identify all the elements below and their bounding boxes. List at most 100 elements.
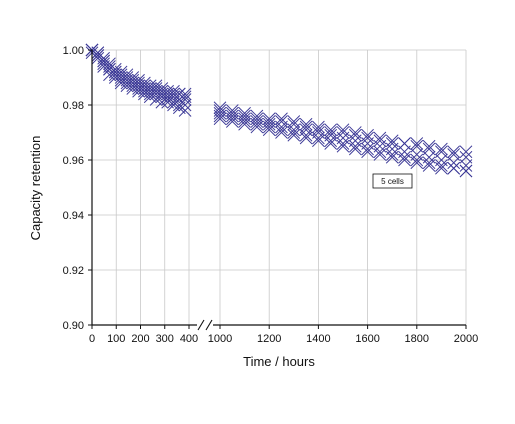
data-point xyxy=(336,139,350,153)
data-point xyxy=(410,156,424,170)
data-point xyxy=(361,128,374,142)
x-tick-label: 300 xyxy=(156,333,174,345)
data-point xyxy=(447,156,461,170)
y-tick-label: 1.00 xyxy=(63,45,84,57)
data-point xyxy=(238,106,251,120)
data-point xyxy=(373,134,387,148)
data-point xyxy=(213,106,227,120)
data-point xyxy=(459,159,473,172)
data-point xyxy=(155,95,169,109)
x-tick-label: 1800 xyxy=(405,333,429,345)
y-tick-label: 0.92 xyxy=(63,265,84,277)
data-point xyxy=(324,134,338,148)
data-point xyxy=(225,109,239,123)
data-point xyxy=(422,159,436,172)
data-point xyxy=(262,123,276,137)
annotation-text: 5 cells xyxy=(381,177,404,186)
series-4 xyxy=(85,46,473,178)
data-point xyxy=(422,139,436,153)
data-point xyxy=(398,150,411,164)
data-point xyxy=(459,164,473,178)
data-point xyxy=(143,79,157,93)
y-axis-label: Capacity retention xyxy=(28,136,43,241)
data-point xyxy=(238,117,251,131)
x-tick-label: 1000 xyxy=(208,333,232,345)
data-point xyxy=(373,131,387,145)
data-point xyxy=(91,51,105,65)
y-tick-label: 0.98 xyxy=(63,100,84,112)
y-tick-label: 0.90 xyxy=(63,320,84,332)
data-point xyxy=(287,126,301,139)
x-axis-label: Time / hours xyxy=(243,354,315,369)
data-point xyxy=(361,145,374,159)
data-point xyxy=(422,156,436,170)
data-point xyxy=(178,87,192,101)
data-point xyxy=(348,126,362,139)
data-point xyxy=(213,101,227,115)
data-point xyxy=(385,134,399,148)
data-point xyxy=(435,159,448,172)
data-point xyxy=(161,84,174,98)
data-point xyxy=(410,153,424,167)
x-tick-label: 1400 xyxy=(306,333,330,345)
data-point xyxy=(172,87,186,101)
data-point xyxy=(361,142,374,156)
data-point xyxy=(238,112,251,126)
data-point xyxy=(225,115,239,128)
x-tick-label: 1200 xyxy=(257,333,281,345)
data-point xyxy=(275,112,288,126)
x-tick-labels: 0 100 200 300 400 1000 1200 1400 1600 1800 2000 xyxy=(89,325,478,345)
y-tick-labels: 0.90 0.92 0.94 0.96 0.98 1.00 xyxy=(63,45,92,332)
x-tick-label: 0 xyxy=(89,333,95,345)
x-tick-label: 200 xyxy=(131,333,149,345)
axis-break-gap xyxy=(197,319,213,331)
data-point xyxy=(299,131,313,145)
data-point xyxy=(336,123,350,137)
data-point xyxy=(262,117,276,131)
data-point xyxy=(385,148,399,161)
data-point xyxy=(250,120,264,134)
data-point xyxy=(385,150,399,164)
grid xyxy=(91,49,467,326)
axis-break-mark xyxy=(197,319,205,331)
annotation-box: 5 cells xyxy=(372,173,413,189)
data-point xyxy=(262,112,276,126)
x-tick-label: 100 xyxy=(107,333,125,345)
y-tick-label: 0.96 xyxy=(63,155,84,167)
data-point xyxy=(435,142,448,156)
data-point xyxy=(312,131,325,145)
data-points xyxy=(85,43,473,178)
data-point xyxy=(287,115,301,128)
data-point xyxy=(348,139,362,153)
data-point xyxy=(299,117,313,131)
axis-break-mark xyxy=(205,319,213,331)
data-point xyxy=(324,137,338,150)
data-point xyxy=(373,145,387,159)
data-point xyxy=(250,109,264,123)
data-point xyxy=(398,153,411,167)
data-point xyxy=(250,115,264,128)
axes xyxy=(91,50,466,331)
data-point xyxy=(299,128,313,142)
data-point xyxy=(312,134,325,148)
data-point xyxy=(348,142,362,156)
data-point xyxy=(447,145,461,159)
data-point xyxy=(361,131,374,145)
data-point xyxy=(225,104,239,117)
data-point xyxy=(447,161,461,175)
data-point xyxy=(213,112,227,126)
data-point xyxy=(435,161,448,175)
y-tick-label: 0.94 xyxy=(63,210,84,222)
data-point xyxy=(324,123,338,137)
data-point xyxy=(275,126,288,139)
data-point xyxy=(275,123,288,137)
series-5 xyxy=(85,43,473,159)
data-point xyxy=(348,128,362,142)
data-point xyxy=(178,104,192,117)
x-tick-label: 2000 xyxy=(454,333,478,345)
data-point xyxy=(410,137,424,150)
x-tick-label: 400 xyxy=(180,333,198,345)
data-point xyxy=(287,128,301,142)
data-point xyxy=(336,126,350,139)
